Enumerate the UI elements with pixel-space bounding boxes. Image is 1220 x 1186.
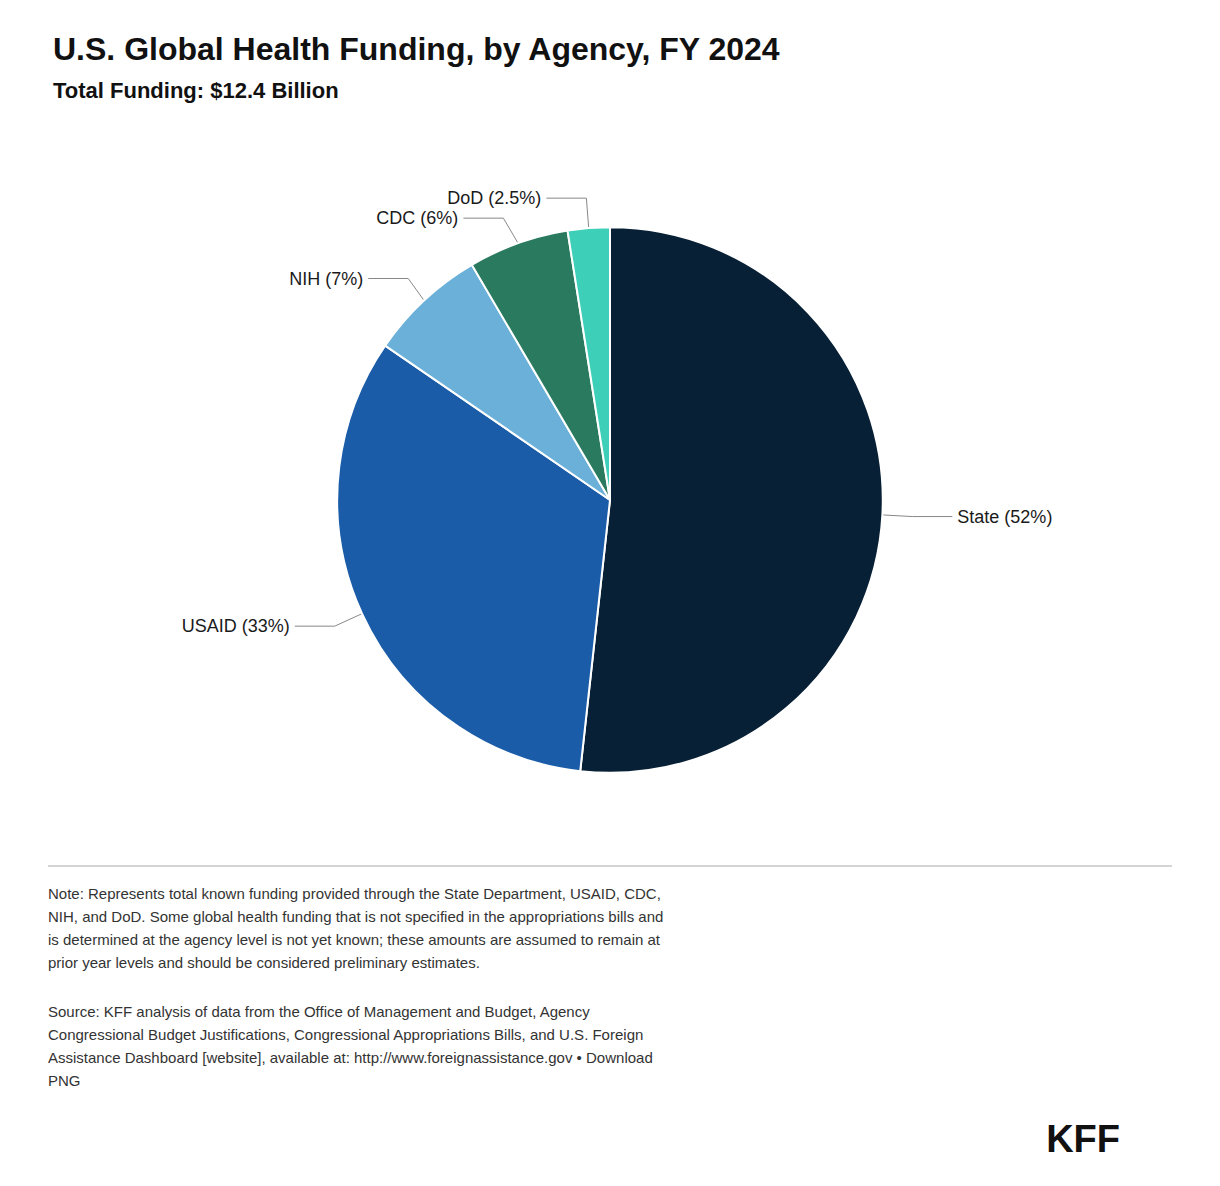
svg-text:Source: KFF analysis of data f: Source: KFF analysis of data from the Of…: [48, 1003, 590, 1020]
svg-text:NIH, and DoD. Some global heal: NIH, and DoD. Some global health funding…: [48, 908, 663, 925]
svg-text:prior year levels and should b: prior year levels and should be consider…: [48, 954, 480, 971]
svg-text:CDC (6%): CDC (6%): [376, 208, 458, 228]
svg-text:Total Funding: $12.4 Billion: Total Funding: $12.4 Billion: [53, 78, 339, 103]
svg-text:USAID (33%): USAID (33%): [182, 616, 290, 636]
svg-text:Note: Represents total known f: Note: Represents total known funding pro…: [48, 885, 661, 902]
svg-text:is determined at the agency le: is determined at the agency level is not…: [48, 931, 661, 948]
svg-text:Congressional Budget Justifica: Congressional Budget Justifications, Con…: [48, 1026, 643, 1043]
svg-text:KFF: KFF: [1046, 1118, 1120, 1160]
svg-text:U.S. Global Health Funding, by: U.S. Global Health Funding, by Agency, F…: [53, 31, 780, 67]
svg-text:State (52%): State (52%): [957, 507, 1052, 527]
svg-text:Assistance Dashboard [website]: Assistance Dashboard [website], availabl…: [48, 1049, 653, 1066]
svg-text:NIH (7%): NIH (7%): [289, 269, 363, 289]
svg-text:DoD (2.5%): DoD (2.5%): [447, 188, 541, 208]
svg-text:PNG: PNG: [48, 1072, 81, 1089]
